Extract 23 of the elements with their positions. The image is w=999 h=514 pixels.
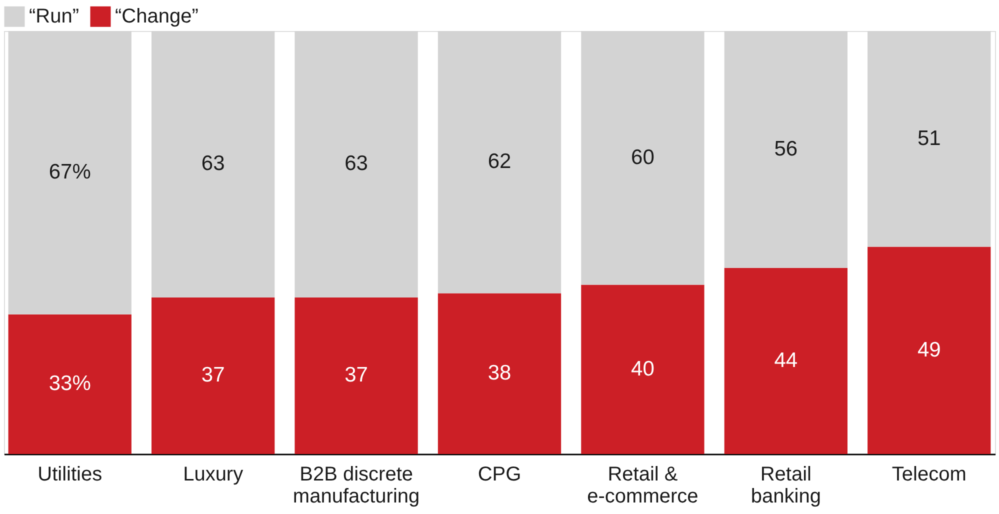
x-tick-label: Telecom xyxy=(892,464,966,486)
data-label: 62 xyxy=(488,150,512,174)
x-tick-label: B2B discrete manufacturing xyxy=(292,464,420,508)
x-tick-label: CPG xyxy=(478,464,522,486)
data-label: 67% xyxy=(48,160,91,184)
data-label: 37 xyxy=(201,364,225,387)
data-label: 44 xyxy=(774,348,798,372)
data-label: 33% xyxy=(48,372,91,396)
x-tick-label: Retail & e-commerce xyxy=(587,464,698,508)
data-label: 56 xyxy=(774,137,798,160)
data-label: 51 xyxy=(917,126,941,150)
x-tick-label: Luxury xyxy=(183,464,244,486)
data-label: 40 xyxy=(631,357,654,380)
data-label: 38 xyxy=(488,362,512,385)
data-label: 63 xyxy=(344,152,368,176)
data-label: 60 xyxy=(631,146,654,169)
data-label: 63 xyxy=(201,152,225,176)
x-tick-label: Retail banking xyxy=(750,464,821,508)
data-label: 49 xyxy=(917,338,941,362)
data-label: 37 xyxy=(344,364,368,387)
legend-label: “Change” xyxy=(115,6,198,28)
x-tick-label: Utilities xyxy=(38,464,102,486)
legend-label: “Run” xyxy=(29,6,80,28)
